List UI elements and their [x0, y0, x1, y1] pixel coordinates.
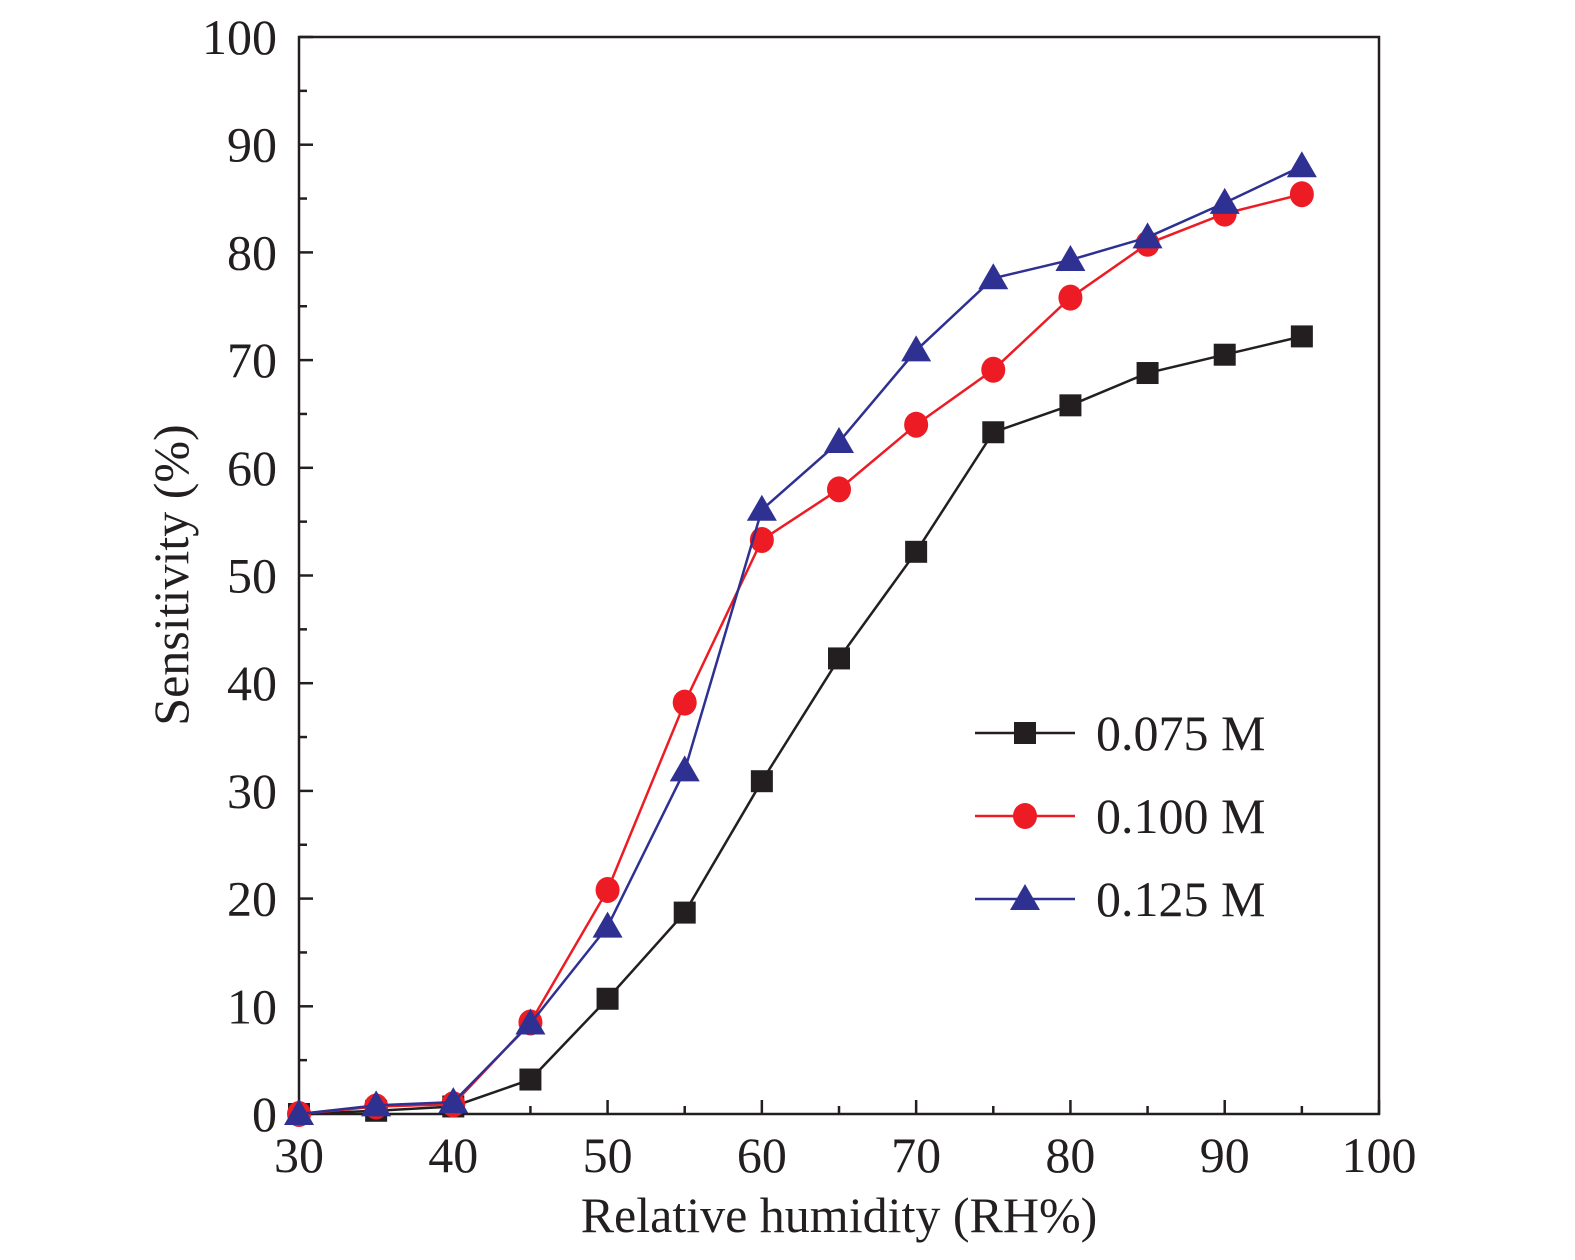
data-point: [1289, 181, 1314, 208]
series-line: [298, 335, 1303, 1116]
x-axis-title: Relative humidity (RH%): [581, 1187, 1098, 1243]
x-tick-label: 80: [1045, 1127, 1095, 1183]
data-point: [673, 901, 696, 924]
legend-marker: [1010, 884, 1040, 910]
y-tick-label: 80: [227, 224, 277, 280]
data-point: [519, 1068, 542, 1091]
x-tick-label: 40: [428, 1127, 478, 1183]
data-point: [1213, 343, 1236, 366]
data-point: [901, 335, 932, 362]
y-axis-ticks: 0 10 20 30 40 50 60 70 80 90 100: [202, 9, 313, 1142]
series-layer: [284, 151, 1317, 1127]
data-point: [595, 876, 620, 903]
data-point: [596, 987, 619, 1010]
legend-label: 0.075 M: [1096, 705, 1265, 761]
data-point: [1209, 187, 1240, 214]
data-point: [978, 263, 1009, 290]
y-tick-label: 20: [227, 871, 277, 927]
y-tick-label: 30: [227, 763, 277, 819]
y-tick-label: 10: [227, 978, 277, 1034]
data-point: [905, 540, 928, 563]
y-tick-label: 60: [227, 440, 277, 496]
y-tick-label: 50: [227, 548, 277, 604]
x-tick-label: 50: [583, 1127, 633, 1183]
data-point: [1055, 244, 1086, 271]
data-point: [592, 911, 623, 938]
x-tick-label: 30: [274, 1127, 324, 1183]
series-0-075-M: [288, 325, 1313, 1125]
data-point: [1136, 362, 1159, 385]
data-point: [438, 1087, 469, 1114]
legend-label: 0.100 M: [1096, 788, 1265, 844]
y-tick-label: 90: [227, 117, 277, 173]
data-point: [1132, 222, 1163, 249]
data-point: [746, 494, 777, 521]
x-axis-ticks: 30 40 50 60 70 80 90 100: [274, 1100, 1417, 1183]
data-point: [750, 770, 773, 793]
data-point: [982, 421, 1005, 444]
data-point: [361, 1090, 392, 1117]
y-tick-label: 70: [227, 332, 277, 388]
x-tick-label: 70: [891, 1127, 941, 1183]
y-tick-label: 40: [227, 655, 277, 711]
x-tick-label: 90: [1200, 1127, 1250, 1183]
legend-item: 0.075 M: [975, 705, 1265, 761]
y-axis-title: Sensitivity (%): [143, 424, 199, 725]
data-point: [827, 476, 851, 503]
legend-item: 0.125 M: [975, 871, 1265, 927]
data-point: [669, 755, 700, 782]
y-tick-label: 0: [252, 1086, 277, 1142]
legend-item: 0.100 M: [975, 788, 1265, 844]
data-point: [828, 647, 850, 670]
data-point: [284, 1099, 314, 1125]
legend-marker: [1014, 722, 1036, 744]
data-point: [1059, 394, 1082, 417]
x-tick-label: 100: [1342, 1127, 1417, 1183]
x-tick-label: 60: [737, 1127, 787, 1183]
series-0-100-M: [287, 181, 1314, 1127]
legend-label: 0.125 M: [1096, 871, 1265, 927]
data-point: [904, 411, 929, 438]
data-point: [1290, 325, 1313, 348]
data-point: [672, 689, 697, 716]
data-point: [981, 356, 1006, 383]
data-point: [1058, 284, 1083, 311]
series-0-125-M: [284, 151, 1317, 1125]
data-point: [515, 1008, 546, 1035]
legend: 0.075 M 0.100 M 0.125 M: [975, 705, 1265, 927]
data-point: [824, 426, 854, 453]
series-line: [298, 193, 1303, 1116]
plot-frame: [297, 35, 1381, 1116]
data-point: [1286, 151, 1317, 178]
y-tick-label: 100: [202, 9, 277, 65]
legend-marker: [1013, 803, 1037, 829]
series-line: [298, 165, 1303, 1116]
